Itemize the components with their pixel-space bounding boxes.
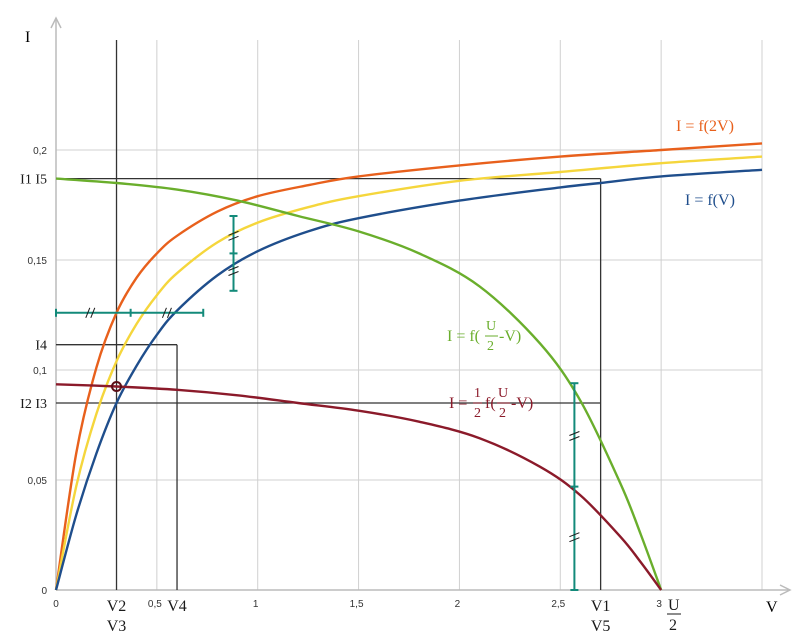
equal-tick [161, 307, 167, 318]
x-tick-label: 1 [253, 599, 259, 610]
equal-tick [166, 307, 172, 318]
guide-y-label: I4 [35, 339, 47, 354]
label-f-u2-minus-v: I = f( U 2 -V) [447, 319, 521, 354]
series-line-2 [54, 168, 763, 591]
x-tick-label: 2 [455, 599, 461, 610]
series-line-4 [55, 383, 663, 591]
y-tick-label: 0 [41, 586, 47, 597]
label-half-f: I = 1 2 f( U 2 -V) [449, 386, 533, 421]
svg-text:I = f(: I = f( [447, 328, 480, 345]
equal-tick [228, 235, 239, 241]
series-line-1 [54, 155, 763, 591]
labels: I V I = f(2V) I = f(V) I = f( U 2 -V) I … [20, 29, 778, 635]
guide-y-label: I1 I5 [20, 173, 47, 188]
svg-text:I =: I = [449, 395, 467, 412]
y-tick-label: 0,15 [28, 256, 48, 267]
equal-tick [569, 436, 580, 441]
y-tick-label: 0,2 [33, 146, 47, 157]
y-tick-label: 0,05 [28, 476, 48, 487]
series-line-3 [55, 177, 663, 591]
y-axis-arrow [50, 16, 62, 29]
equal-tick [90, 307, 96, 318]
label-fv: I = f(V) [685, 192, 735, 209]
series-group [54, 142, 763, 591]
equal-tick [569, 532, 580, 538]
x-axis-label: V [766, 599, 778, 616]
guide-lines [56, 40, 602, 590]
x-tick-label: 0 [53, 599, 59, 610]
x-tick-label: 0,5 [148, 599, 162, 610]
svg-text:1: 1 [474, 386, 481, 401]
svg-text:U: U [668, 597, 680, 614]
guide-x-label: V4 [167, 598, 187, 615]
equal-tick [228, 266, 239, 271]
label-u-over-2: U 2 [667, 597, 681, 634]
width-markers [55, 215, 580, 591]
equal-tick [569, 537, 580, 543]
svg-text:-V): -V) [499, 328, 521, 345]
guide-x-label: V2 [107, 598, 127, 615]
y-axis-label: I [25, 29, 30, 46]
x-axis-arrow [779, 584, 792, 596]
svg-text:f(: f( [485, 395, 496, 412]
guide-x-label-2: V3 [107, 618, 127, 635]
guide-y-label: I2 I3 [20, 397, 47, 412]
equal-tick [228, 230, 239, 236]
x-tick-label: 1,5 [350, 599, 364, 610]
guide-x-label-2: V5 [591, 618, 611, 635]
svg-text:-V): -V) [511, 395, 533, 412]
svg-text:2: 2 [499, 406, 506, 421]
y-tick-label: 0,1 [33, 366, 47, 377]
label-f2v: I = f(2V) [676, 118, 734, 135]
svg-text:U: U [486, 319, 496, 334]
equal-tick [228, 271, 239, 276]
axes [50, 16, 792, 596]
marked-point [111, 381, 123, 392]
grid [56, 40, 763, 590]
equal-tick [85, 307, 91, 318]
equal-tick [569, 431, 580, 436]
svg-text:2: 2 [487, 339, 494, 354]
svg-text:2: 2 [474, 406, 481, 421]
svg-text:2: 2 [669, 617, 677, 634]
series-line-0 [54, 142, 763, 591]
x-tick-label: 3 [656, 599, 662, 610]
x-tick-label: 2,5 [551, 599, 565, 610]
guide-x-label: V1 [591, 598, 611, 615]
svg-text:U: U [498, 386, 508, 401]
